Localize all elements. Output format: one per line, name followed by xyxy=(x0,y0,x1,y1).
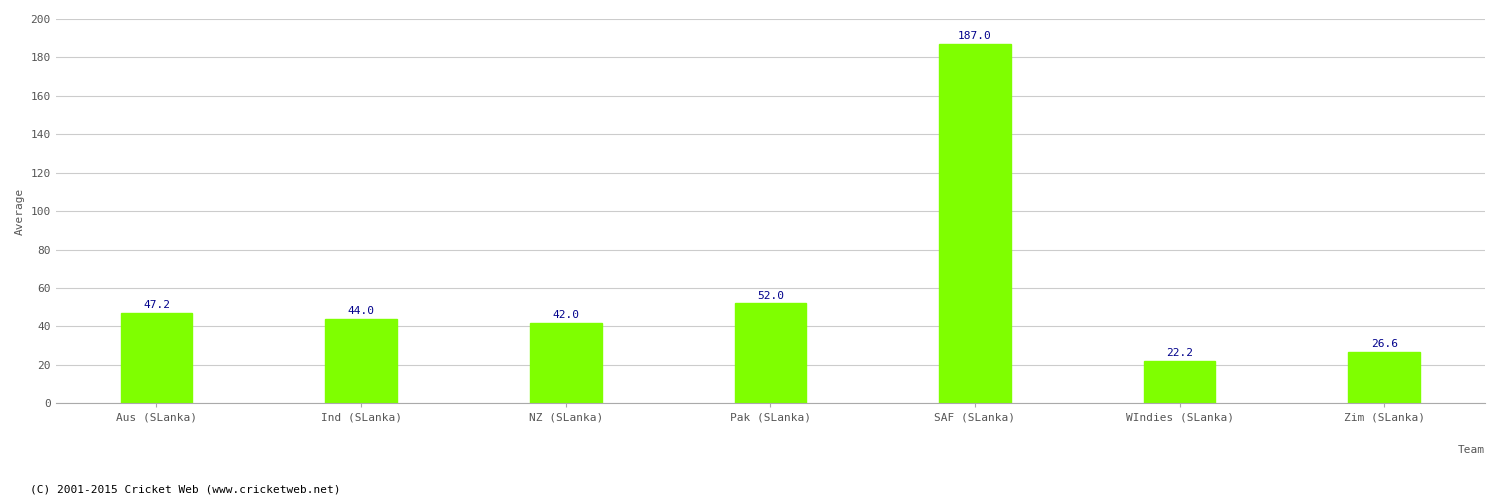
Text: 47.2: 47.2 xyxy=(142,300,170,310)
Bar xyxy=(939,44,1011,404)
Bar xyxy=(1348,352,1420,404)
Bar xyxy=(530,322,602,404)
Text: 26.6: 26.6 xyxy=(1371,340,1398,349)
Text: 187.0: 187.0 xyxy=(958,31,992,41)
Text: 52.0: 52.0 xyxy=(758,290,784,300)
Bar xyxy=(735,304,806,404)
Bar xyxy=(120,312,192,404)
Text: (C) 2001-2015 Cricket Web (www.cricketweb.net): (C) 2001-2015 Cricket Web (www.cricketwe… xyxy=(30,485,340,495)
Text: 22.2: 22.2 xyxy=(1166,348,1192,358)
Text: 42.0: 42.0 xyxy=(552,310,579,320)
Bar xyxy=(326,319,398,404)
Y-axis label: Average: Average xyxy=(15,188,26,235)
Bar xyxy=(1144,360,1215,404)
Text: 44.0: 44.0 xyxy=(348,306,375,316)
Text: Team: Team xyxy=(1458,445,1485,455)
